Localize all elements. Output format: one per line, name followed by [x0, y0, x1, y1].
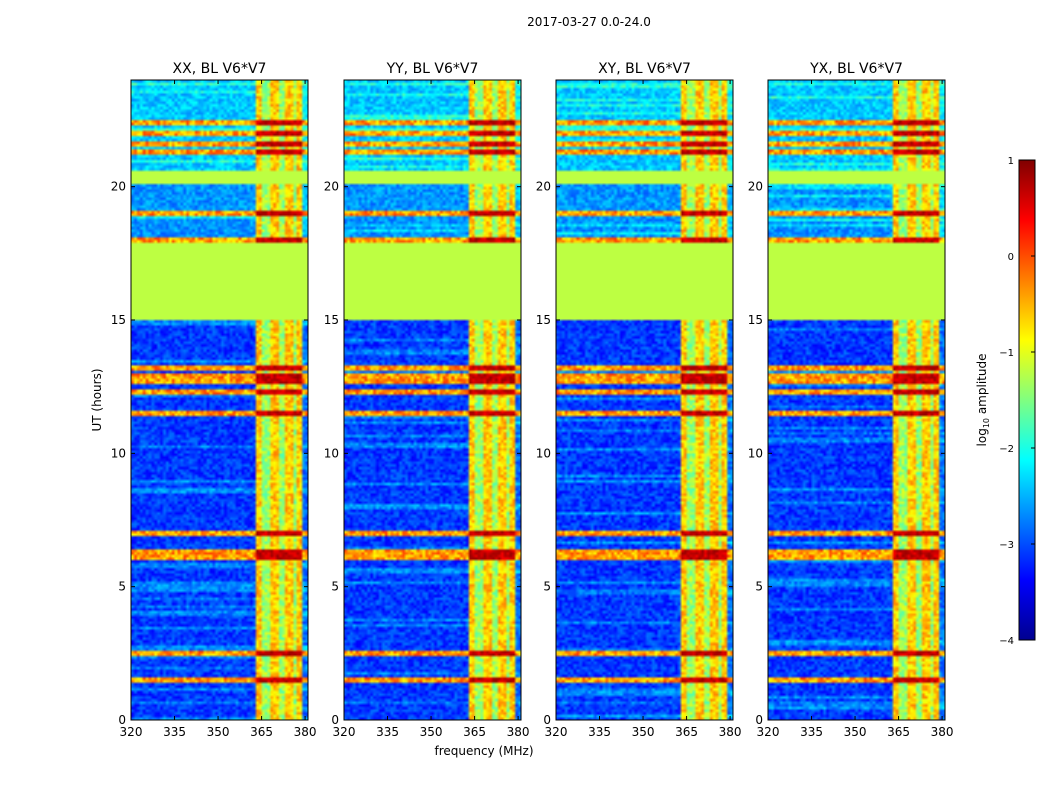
colorbar-tick-label: 1: [1008, 156, 1014, 167]
x-axis-label: frequency (MHz): [434, 744, 533, 758]
panel-title: YY, BL V6*V7: [386, 61, 479, 77]
x-tick-label: 365: [463, 725, 486, 739]
colorbar-tick-label: −3: [999, 540, 1014, 551]
x-tick-label: 320: [333, 725, 356, 739]
axes-frame: [130, 79, 309, 721]
y-tick-label: 20: [536, 180, 551, 194]
y-tick-label: 20: [111, 180, 126, 194]
x-tick-label: 335: [800, 725, 823, 739]
panel-yy: YY, BL V6*V7 320 335 350 365 380 0 5 10 15 20: [324, 61, 530, 739]
y-tick-label: 15: [111, 313, 126, 327]
figure-suptitle: 2017-03-27 0.0-24.0: [527, 15, 651, 29]
x-tick-label: 350: [420, 725, 443, 739]
y-tick-label: 0: [331, 713, 339, 727]
axes-frame: [767, 79, 946, 721]
y-tick-label: 0: [118, 713, 126, 727]
y-tick-label: 0: [755, 713, 763, 727]
colorbar-tick-label: −2: [999, 444, 1014, 455]
x-tick-label: 320: [545, 725, 568, 739]
y-tick-label: 5: [331, 580, 339, 594]
heatmap-image-xy: [556, 80, 733, 720]
heatmap-image-xx: [131, 80, 308, 720]
panel-xx: XX, BL V6*V7 320 335 350 365 380 0 5 10 15 20: [111, 61, 317, 739]
panel-title: XY, BL V6*V7: [598, 61, 691, 77]
y-tick-label: 15: [748, 313, 763, 327]
x-tick-label: 335: [376, 725, 399, 739]
x-tick-label: 335: [163, 725, 186, 739]
colorbar-label: log10 amplitude: [975, 354, 991, 447]
x-tick-label: 350: [632, 725, 655, 739]
y-tick-label: 10: [111, 446, 126, 460]
panel-title: XX, BL V6*V7: [173, 61, 267, 77]
colorbar-gradient: [1018, 159, 1036, 641]
panel-title: YX, BL V6*V7: [809, 61, 903, 77]
y-tick-label: 20: [748, 180, 763, 194]
heatmap-image-yy: [344, 80, 521, 720]
x-tick-label: 320: [120, 725, 143, 739]
axes-frame: [343, 79, 522, 721]
colorbar-tick-label: 0: [1008, 252, 1014, 263]
colorbar: 1 0 −1 −2 −3 −4 log10 amplitude: [975, 156, 1036, 647]
y-tick-label: 15: [536, 313, 551, 327]
x-tick-label: 320: [757, 725, 780, 739]
colorbar-ticks: 1 0 −1 −2 −3 −4: [999, 156, 1035, 647]
y-tick-label: 5: [543, 580, 551, 594]
x-tick-label: 380: [931, 725, 954, 739]
x-tick-label: 335: [588, 725, 611, 739]
y-axis-label: UT (hours): [90, 368, 104, 431]
y-tick-label: 20: [324, 180, 339, 194]
y-tick-label: 10: [748, 446, 763, 460]
x-tick-label: 365: [250, 725, 273, 739]
x-tick-label: 365: [675, 725, 698, 739]
y-tick-label: 5: [118, 580, 126, 594]
panel-xy: XY, BL V6*V7 320 335 350 365 380 0 5 10 15 20: [536, 61, 742, 739]
panel-yx: YX, BL V6*V7 320 335 350 365 380 0 5 10 15 20: [748, 61, 954, 739]
heatmap-image-yx: [768, 80, 945, 720]
colorbar-tick-label: −4: [999, 636, 1014, 647]
x-tick-label: 365: [887, 725, 910, 739]
y-tick-label: 10: [324, 446, 339, 460]
y-tick-label: 5: [755, 580, 763, 594]
y-tick-label: 15: [324, 313, 339, 327]
x-tick-label: 380: [294, 725, 317, 739]
colorbar-tick-label: −1: [999, 348, 1014, 359]
axes-frame: [555, 79, 734, 721]
x-tick-label: 350: [844, 725, 867, 739]
x-tick-label: 380: [719, 725, 742, 739]
x-tick-label: 350: [207, 725, 230, 739]
y-tick-label: 0: [543, 713, 551, 727]
x-tick-label: 380: [507, 725, 530, 739]
y-tick-label: 10: [536, 446, 551, 460]
